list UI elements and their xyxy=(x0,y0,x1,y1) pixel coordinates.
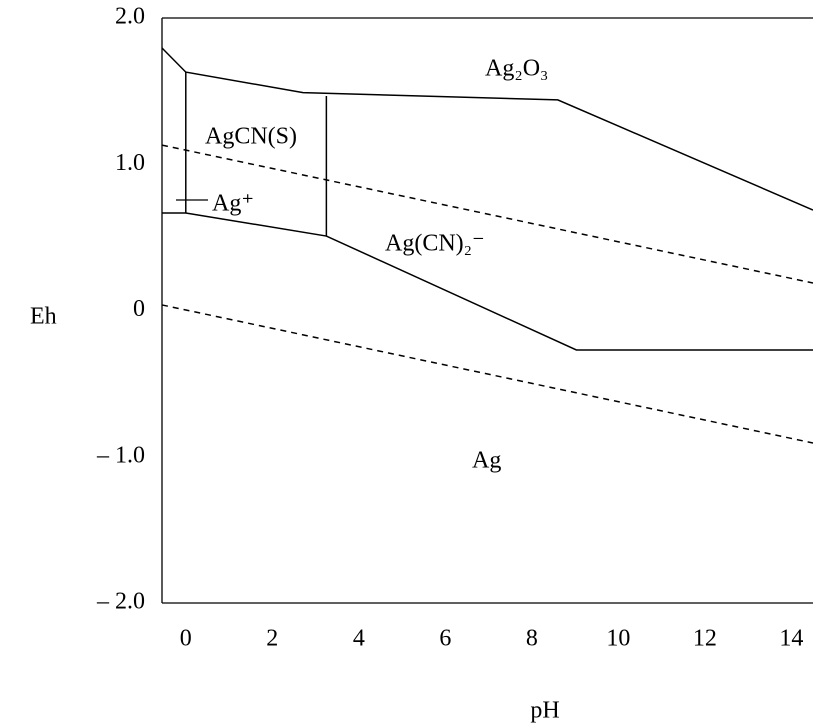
x-tick-label: 14 xyxy=(779,626,803,652)
x-tick-label: 4 xyxy=(353,626,365,652)
y-tick-label: 2.0 xyxy=(115,4,145,30)
x-axis-label: pH xyxy=(530,698,559,724)
x-tick-label: 12 xyxy=(693,626,717,652)
chart: Eh pH 2.0 1.0 0 – 1.0 – 2.0 0 2 4 6 8 10 12 14 Ag₂O₃ A… xyxy=(0,0,813,724)
region-label: Ag(CN)₂⁻ xyxy=(385,231,485,257)
boundary-line xyxy=(162,213,813,350)
y-tick-label: – 1.0 xyxy=(96,442,145,468)
x-tick-label: 8 xyxy=(526,626,538,652)
region-label: Ag⁺ xyxy=(212,191,254,217)
boundary-line xyxy=(162,145,813,283)
y-tick-label: – 2.0 xyxy=(96,589,145,615)
region-label: Ag₂O₃ xyxy=(485,56,548,82)
y-tick-label: 0 xyxy=(133,296,145,322)
region-label: Ag xyxy=(472,448,501,474)
x-tick-label: 6 xyxy=(439,626,451,652)
x-tick-label: 0 xyxy=(180,626,192,652)
y-tick-label: 1.0 xyxy=(115,150,145,176)
boundary-line xyxy=(162,305,813,443)
y-axis-label: Eh xyxy=(30,304,57,330)
region-label: AgCN(S) xyxy=(205,124,297,150)
x-tick-label: 10 xyxy=(606,626,630,652)
x-tick-label: 2 xyxy=(266,626,278,652)
